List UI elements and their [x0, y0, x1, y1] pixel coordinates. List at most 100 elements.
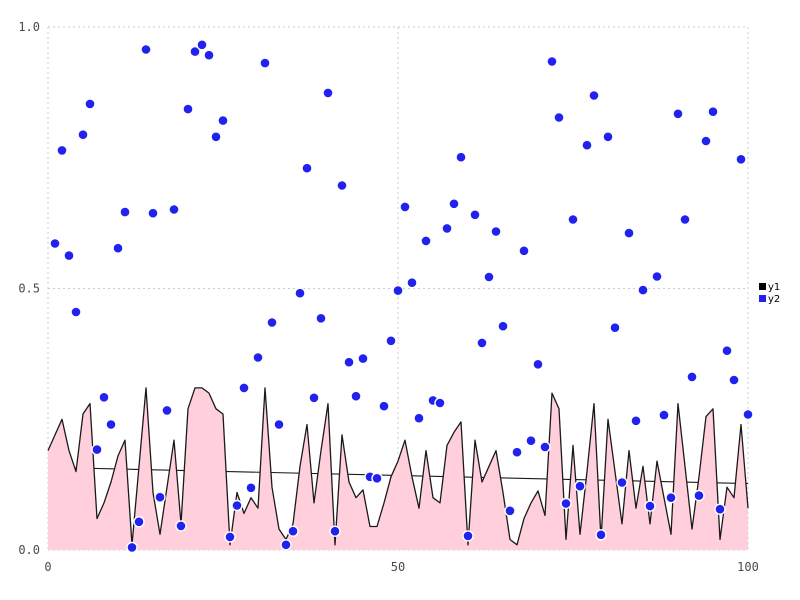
scatter-dot: [714, 503, 726, 515]
scatter-dot: [483, 271, 495, 283]
scatter-dot: [581, 139, 593, 151]
scatter-dot: [630, 415, 642, 427]
y-tick-label: 0.5: [18, 282, 40, 296]
scatter-dot: [77, 128, 89, 141]
x-tick-label: 50: [391, 560, 405, 574]
x-axis-tick-labels: 0 50 100: [44, 560, 758, 574]
legend-label-y2: y2: [768, 294, 780, 305]
scatter-dot: [560, 497, 572, 510]
scatter-dot: [315, 312, 327, 324]
scatter-dot: [336, 179, 348, 192]
legend-swatch-y1: [759, 283, 766, 290]
scatter-dot: [476, 337, 488, 349]
scatter-dot: [504, 505, 516, 517]
scatter-dot: [161, 404, 173, 417]
scatter-dot: [567, 213, 579, 226]
scatter-dot: [133, 516, 145, 528]
scatter-dot: [574, 480, 586, 492]
x-tick-label: 0: [44, 560, 51, 574]
scatter-dot: [84, 98, 96, 110]
scatter-dot: [91, 443, 103, 456]
scatter-dot: [98, 391, 110, 403]
scatter-dot: [287, 525, 299, 537]
scatter-dot: [119, 206, 131, 218]
scatter-dot: [518, 245, 530, 257]
scatter-dot: [231, 499, 243, 512]
scatter-dot: [525, 435, 537, 447]
scatter-dot: [455, 151, 467, 163]
scatter-dot: [301, 162, 313, 174]
scatter-dot: [252, 351, 264, 364]
scatter-dot: [56, 144, 68, 157]
scatter-dot: [63, 249, 75, 262]
scatter-dot: [637, 284, 649, 296]
scatter-dot: [322, 87, 334, 99]
scatter-dot: [112, 242, 124, 254]
scatter-dot: [196, 39, 208, 51]
scatter-dot: [126, 541, 138, 554]
scatter-dot: [539, 441, 551, 453]
scatter-dot: [224, 531, 236, 543]
scatter-dot: [546, 55, 558, 68]
scatter-dot: [147, 207, 159, 219]
scatter-dot: [728, 374, 740, 386]
scatter-dot: [329, 525, 341, 537]
scatter-dot: [140, 43, 152, 56]
y-tick-label: 0.0: [18, 543, 40, 557]
scatter-dot: [490, 225, 502, 238]
area-fill: [48, 387, 748, 550]
scatter-dot: [665, 492, 677, 504]
scatter-dot: [735, 153, 747, 166]
scatter-dot: [238, 382, 250, 394]
scatter-dot: [350, 390, 362, 402]
scatter-dot: [357, 352, 369, 365]
scatter-dot: [399, 201, 411, 213]
scatter-dot: [742, 408, 754, 421]
scatter-dot: [672, 108, 684, 120]
scatter-dot: [392, 284, 404, 297]
scatter-dot: [497, 320, 509, 332]
legend-swatch-y2: [759, 295, 766, 302]
scatter-dot: [378, 400, 390, 412]
scatter-dot: [245, 482, 257, 494]
scatter-dot: [602, 131, 614, 143]
area-series-y1: [47, 387, 749, 550]
scatter-dot: [385, 335, 397, 347]
scatter-dot: [203, 49, 215, 61]
scatter-dot: [595, 529, 607, 541]
scatter-dot: [469, 209, 481, 221]
scatter-dot: [616, 476, 628, 489]
y-tick-label: 1.0: [18, 20, 40, 34]
scatter-dot: [154, 491, 166, 503]
scatter-dot: [448, 198, 460, 210]
scatter-dot: [406, 277, 418, 289]
scatter-dot: [49, 237, 61, 250]
scatter-dot: [189, 45, 201, 58]
scatter-dot: [168, 203, 180, 216]
scatter-dot: [644, 500, 656, 512]
scatter-dot: [553, 111, 565, 124]
scatter-dot: [434, 397, 446, 409]
scatter-dot: [273, 418, 285, 431]
scatter-dot: [462, 530, 474, 542]
scatter-dot: [105, 418, 117, 431]
scatter-dot: [308, 392, 320, 404]
area-outline: [47, 387, 749, 546]
scatter-dot: [679, 213, 691, 226]
scatter-dot: [420, 235, 432, 247]
scatter-dot: [511, 446, 523, 458]
scatter-dot: [259, 57, 271, 69]
scatter-dot: [686, 371, 698, 383]
scatter-dot: [588, 89, 600, 102]
scatter-dot: [721, 345, 733, 357]
scatter-dot: [294, 287, 306, 299]
scatter-dot: [266, 316, 278, 329]
scatter-dot: [532, 358, 544, 370]
scatter-dot: [609, 322, 621, 334]
scatter-dot: [70, 306, 82, 318]
x-tick-label: 100: [737, 560, 759, 574]
scatter-dot: [658, 409, 670, 421]
